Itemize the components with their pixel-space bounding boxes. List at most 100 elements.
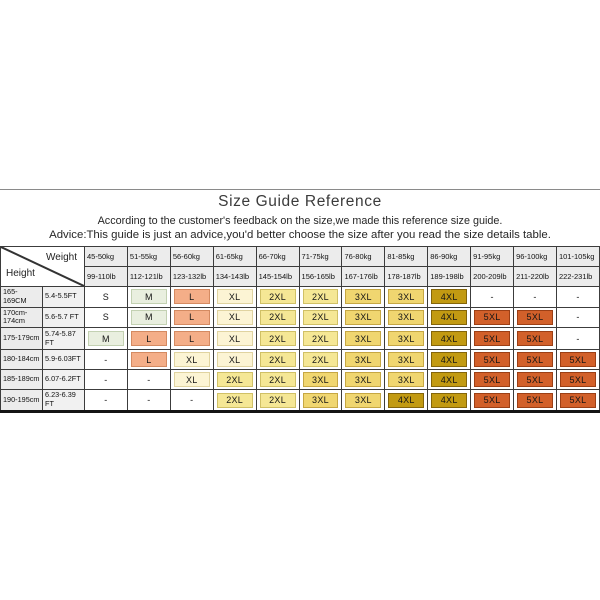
size-value: 3XL [388, 289, 425, 305]
size-cell: - [126, 369, 171, 390]
size-value: XL [216, 289, 253, 305]
size-cell: 5XL [470, 327, 515, 350]
size-value: 5XL [474, 331, 511, 346]
size-value: L [173, 289, 210, 305]
size-value: 3XL [345, 392, 382, 408]
size-cell: 4XL [427, 286, 472, 308]
size-value: 5XL [559, 392, 596, 408]
size-cell: XL [212, 327, 257, 350]
size-value: 3XL [345, 309, 382, 325]
size-value: - [88, 372, 124, 387]
size-value: M [88, 331, 124, 346]
top-divider-line [0, 189, 600, 190]
size-value: 5XL [517, 331, 553, 346]
weight-header-lb: 189-198lb [427, 266, 472, 287]
size-cell: - [84, 349, 128, 370]
height-range-ft: 6.23-6.39 FT [42, 389, 85, 412]
size-cell: 5XL [513, 306, 557, 328]
size-value: 4XL [431, 372, 468, 387]
size-value: 2XL [216, 372, 253, 387]
size-cell: XL [169, 349, 214, 370]
size-cell: 3XL [341, 369, 386, 390]
size-cell: 2XL [255, 349, 300, 370]
size-cell: 3XL [341, 306, 386, 328]
size-cell: 5XL [513, 349, 557, 370]
size-value: 2XL [259, 372, 296, 387]
weight-header-lb: 123-132lb [169, 266, 214, 287]
size-cell: S [84, 286, 128, 308]
size-value: XL [173, 372, 210, 387]
size-cell: 4XL [427, 349, 472, 370]
diagonal-line [1, 247, 84, 286]
size-value: 5XL [517, 392, 553, 408]
size-cell: M [84, 327, 128, 350]
size-cell: 4XL [384, 389, 429, 412]
size-value: 2XL [302, 309, 339, 325]
size-value: - [130, 392, 167, 408]
size-cell: - [169, 389, 214, 412]
size-guide-table: Weight Height 45-50kg 51-55kg 56-60kg 61-65kg… [0, 246, 600, 413]
table-header: Weight Height 45-50kg 51-55kg 56-60kg 61-65kg… [0, 246, 600, 287]
size-value: - [88, 352, 124, 367]
weight-header-lb: 112-121lb [126, 266, 171, 287]
size-cell: - [513, 286, 557, 308]
size-cell: - [555, 327, 600, 350]
size-value: 4XL [431, 352, 468, 367]
size-value: 2XL [302, 352, 339, 367]
size-cell: S [84, 306, 128, 328]
size-value: XL [216, 309, 253, 325]
size-value: 5XL [517, 352, 553, 367]
size-value: 5XL [559, 372, 596, 387]
size-cell: 2XL [298, 349, 343, 370]
size-cell: 5XL [470, 389, 515, 412]
size-value: 5XL [474, 372, 511, 387]
size-cell: 3XL [384, 306, 429, 328]
size-value: 3XL [388, 331, 425, 346]
size-value: - [559, 289, 596, 305]
size-value: 3XL [345, 352, 382, 367]
size-value: 3XL [302, 372, 339, 387]
table-row: 180-184cm 5.9-6.03FT - L XL XL 2XL 2XL 3XL 3XL 4XL… [0, 349, 600, 370]
height-range-cm: 190-195cm [0, 389, 43, 412]
weight-header-kg: 76-80kg [341, 246, 386, 267]
weight-header-lb: 99-110lb [84, 266, 128, 287]
weight-header-lb: 134-143lb [212, 266, 257, 287]
size-value: 3XL [388, 309, 425, 325]
size-cell: 2XL [298, 306, 343, 328]
weight-header-kg: 81-85kg [384, 246, 429, 267]
size-cell: 3XL [298, 369, 343, 390]
size-value: 5XL [517, 309, 553, 325]
size-value: 2XL [216, 392, 253, 408]
size-value: M [130, 309, 167, 325]
weight-header-kg: 61-65kg [212, 246, 257, 267]
size-value: L [130, 352, 167, 367]
height-range-cm: 165-169CM [0, 286, 43, 308]
size-cell: 5XL [470, 369, 515, 390]
weight-header-lb: 167-176lb [341, 266, 386, 287]
size-cell: XL [169, 369, 214, 390]
size-value: 4XL [388, 392, 425, 408]
size-value: 2XL [259, 352, 296, 367]
weight-header-row-lb: 99-110lb 112-121lb 123-132lb 134-143lb 145-1… [1, 266, 600, 287]
size-value: 3XL [345, 289, 382, 305]
size-cell: 3XL [341, 327, 386, 350]
weight-header-kg: 96-100kg [513, 246, 557, 267]
height-range-ft: 5.9-6.03FT [42, 349, 85, 370]
size-value: 5XL [474, 309, 511, 325]
size-value: 2XL [259, 331, 296, 346]
size-cell: 5XL [513, 389, 557, 412]
height-range-cm: 180-184cm [0, 349, 43, 370]
size-cell: 3XL [341, 389, 386, 412]
size-cell: M [126, 286, 171, 308]
size-value: 2XL [259, 289, 296, 305]
weight-header-kg: 51-55kg [126, 246, 171, 267]
size-value: - [559, 309, 596, 325]
height-range-ft: 5.4-5.5FT [42, 286, 85, 308]
size-value: 5XL [474, 352, 511, 367]
size-value: 4XL [431, 331, 468, 346]
weight-header-kg: 71-75kg [298, 246, 343, 267]
size-value: 3XL [388, 352, 425, 367]
size-value: 4XL [431, 392, 468, 408]
size-value: - [517, 289, 553, 305]
